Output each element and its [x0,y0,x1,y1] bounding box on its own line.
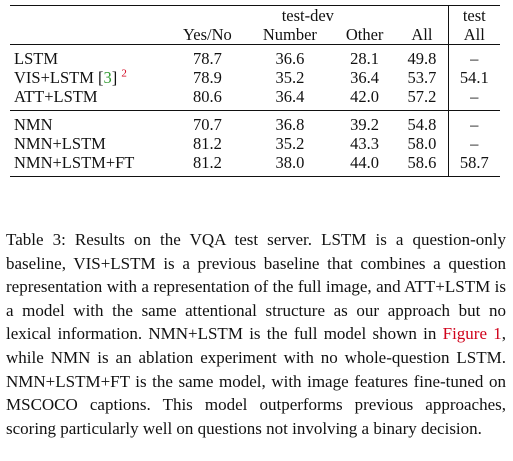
other-cell: 28.1 [332,44,397,68]
other-cell: 43.3 [350,134,380,153]
table-row: NMN+LSTM 81.2 35.2 43.3 58.0 – [10,134,500,153]
col-all-dev: All [396,25,449,45]
results-table: test-dev test Yes/No Number Other All Al… [10,5,500,177]
table-row: ATT+LSTM 80.6 36.4 42.0 57.2 – [10,87,500,111]
all-dev-cell: 58.6 [396,153,449,177]
caption-text-2: , while NMN is an ablation experiment wi… [6,324,507,438]
number-cell: 35.2 [275,68,305,87]
column-header-row: Yes/No Number Other All All [10,25,500,45]
all-test-cell: 54.1 [447,68,500,87]
method-cell: NMN+LSTM+FT [10,153,168,177]
method-name: VIS+LSTM [ [14,68,104,87]
figure-link[interactable]: Figure 1 [442,324,502,344]
col-other: Other [332,25,397,45]
all-dev-cell: 57.2 [407,87,437,106]
footnote-marker[interactable]: 2 [121,67,127,80]
all-dev-cell: 49.8 [396,44,449,68]
test-dev-header: test-dev [168,5,449,25]
other-cell: 36.4 [350,68,380,87]
all-test-cell: – [447,87,500,111]
yes-no-cell: 78.7 [168,44,247,68]
col-number: Number [246,25,333,45]
method-cell: NMN+LSTM [14,134,106,153]
col-yes-no: Yes/No [168,25,247,45]
test-label: test [462,6,486,25]
citation-link[interactable]: 3 [103,68,112,87]
all-test-cell: – [447,110,500,134]
number-cell: 36.4 [275,87,305,106]
table-row: VIS+LSTM [3] 2 78.9 35.2 36.4 53.7 54.1 [10,68,500,87]
table-row: LSTM 78.7 36.6 28.1 49.8 – [10,44,500,68]
other-cell: 42.0 [350,87,380,106]
yes-no-cell: 78.9 [192,68,222,87]
method-cell: ATT+LSTM [14,87,98,106]
test-header: test [447,5,500,25]
all-test-cell: – [447,44,500,68]
test-dev-label: test-dev [281,6,334,25]
yes-no-cell: 81.2 [168,153,247,177]
number-cell: 38.0 [246,153,333,177]
other-cell: 44.0 [332,153,397,177]
table-row: NMN 70.7 36.8 39.2 54.8 – [10,110,500,134]
number-cell: 35.2 [275,134,305,153]
all-test-cell-best: 58.7 [447,153,500,177]
method-cell: LSTM [10,44,168,68]
method-cell: NMN [10,110,168,134]
all-dev-cell: 54.8 [396,110,449,134]
number-cell: 36.6 [246,44,333,68]
group-header-row: test-dev test [10,5,500,25]
yes-no-cell: 81.2 [192,134,222,153]
caption-text-1: Table 3: Results on the VQA test server.… [6,230,506,344]
all-dev-cell: 58.0 [407,134,437,153]
method-cell: VIS+LSTM [3] 2 [10,68,168,87]
all-test-cell: – [447,134,500,153]
yes-no-cell: 80.6 [192,87,222,106]
table-row: NMN+LSTM+FT 81.2 38.0 44.0 58.6 58.7 [10,153,500,177]
number-cell: 36.8 [246,110,333,134]
method-bracket: ] [111,68,118,87]
method-header-blank [10,5,168,25]
table-caption: Table 3: Results on the VQA test server.… [6,228,506,440]
yes-no-cell: 70.7 [168,110,247,134]
all-dev-cell: 53.7 [407,68,437,87]
other-cell: 39.2 [332,110,397,134]
col-all-test: All [447,25,500,45]
